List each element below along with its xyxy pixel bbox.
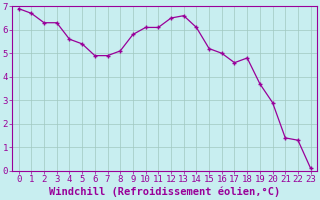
X-axis label: Windchill (Refroidissement éolien,°C): Windchill (Refroidissement éolien,°C) [49, 187, 280, 197]
